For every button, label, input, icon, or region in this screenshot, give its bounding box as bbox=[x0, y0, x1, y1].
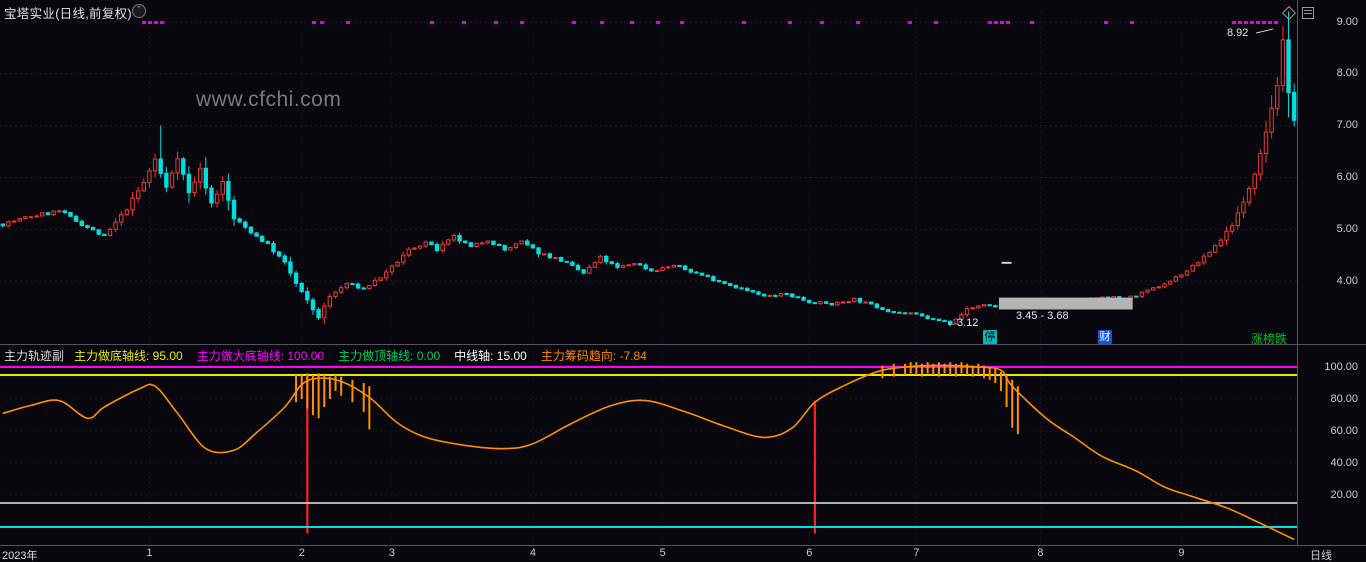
gridlines bbox=[0, 12, 1297, 544]
rank-board-link[interactable]: 涨榜跌 bbox=[1251, 332, 1288, 346]
price-axis-label: 9.00 bbox=[1336, 15, 1358, 28]
indicator-param: 主力做底轴线: 95.00 bbox=[74, 349, 183, 363]
candles-layer bbox=[0, 11, 1297, 327]
indicator-header: 主力轨迹副 主力做底轴线: 95.00 主力做大底轴线: 100.00 主力做顶轴线:… bbox=[4, 347, 661, 364]
month-tick-label: 3 bbox=[388, 547, 396, 559]
indicator-axis-label: 60.00 bbox=[1330, 424, 1358, 437]
window-icon[interactable] bbox=[1302, 7, 1314, 19]
signal-dots bbox=[142, 21, 1278, 24]
month-tick-label: 2 bbox=[298, 547, 305, 559]
indicator-axis-label: 100.00 bbox=[1324, 360, 1358, 373]
period-label[interactable]: 日线 bbox=[1310, 550, 1332, 562]
stock-title[interactable]: 宝塔实业(日线,前复权) bbox=[4, 7, 132, 21]
indicator-param: 中线轴: 15.00 bbox=[454, 349, 527, 363]
price-axis-label: 4.00 bbox=[1336, 274, 1358, 287]
price-axis-label: 5.00 bbox=[1336, 222, 1358, 235]
indicator-axis-label: 20.00 bbox=[1330, 488, 1358, 501]
indicator-param: 主力筹码趋向: -7.84 bbox=[540, 349, 647, 363]
indicator-name[interactable]: 主力轨迹副 bbox=[4, 349, 65, 363]
event-badge[interactable]: 停 bbox=[983, 330, 997, 344]
peak-price-label: 8.92 bbox=[1227, 27, 1249, 39]
price-axis-label: 7.00 bbox=[1336, 119, 1358, 132]
indicator-axis-label: 80.00 bbox=[1330, 392, 1358, 405]
separators bbox=[0, 0, 1366, 546]
range-box bbox=[998, 297, 1133, 310]
month-tick-label: 5 bbox=[659, 547, 666, 559]
indicator-params: 主力做底轴线: 95.00 主力做大底轴线: 100.00 主力做顶轴线: 0.00… bbox=[74, 349, 661, 363]
month-tick-label: 6 bbox=[806, 547, 813, 559]
year-label: 2023年 bbox=[2, 550, 38, 562]
peak-pointer bbox=[1255, 28, 1274, 34]
dash-marker bbox=[1001, 261, 1012, 264]
month-tick-label: 8 bbox=[1037, 547, 1044, 559]
event-badge[interactable]: 财 bbox=[1098, 330, 1112, 344]
indicator-param: 主力做顶轴线: 0.00 bbox=[338, 349, 441, 363]
price-axis-label: 6.00 bbox=[1336, 170, 1358, 183]
month-tick-label: 1 bbox=[146, 547, 153, 559]
month-tick-label: 7 bbox=[913, 547, 920, 559]
indicator-param: 主力做大底轴线: 100.00 bbox=[196, 349, 325, 363]
indicator-layer bbox=[0, 362, 1297, 541]
watermark: www.cfchi.com bbox=[196, 88, 342, 111]
chevron-down-icon[interactable]: ˇ bbox=[132, 4, 146, 18]
low-price-label: ←3.12 bbox=[946, 317, 979, 329]
indicator-axis-label: 40.00 bbox=[1330, 456, 1358, 469]
month-tick-label: 4 bbox=[529, 547, 537, 559]
range-label: 3.45 - 3.68 bbox=[1016, 310, 1069, 322]
price-axis-label: 8.00 bbox=[1336, 67, 1358, 80]
month-tick-label: 9 bbox=[1178, 547, 1185, 559]
